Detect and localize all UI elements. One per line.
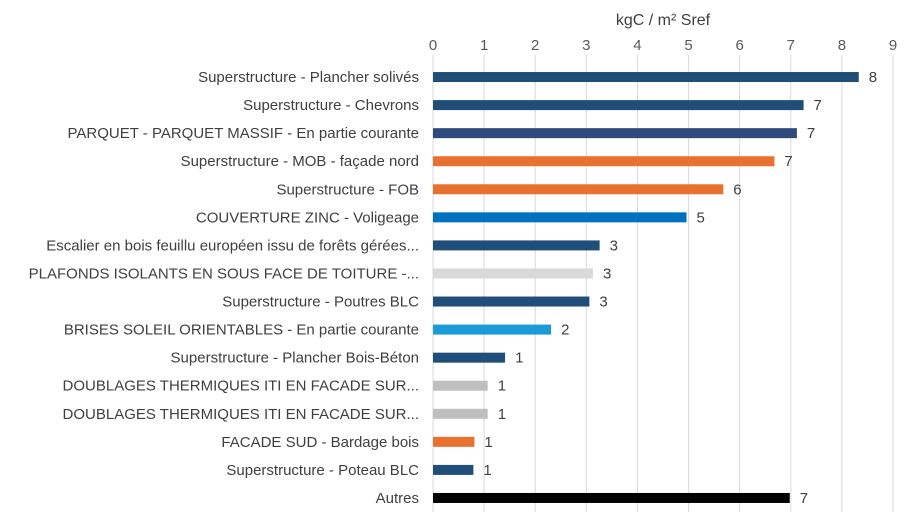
data-label: 1 <box>484 434 492 451</box>
bar <box>433 100 804 111</box>
bar <box>433 380 488 391</box>
bar <box>433 128 797 139</box>
category-label: Superstructure - Plancher Bois-Béton <box>171 350 419 367</box>
data-label: 1 <box>483 462 491 479</box>
bar <box>433 436 475 447</box>
bar <box>433 296 590 307</box>
category-label: COUVERTURE ZINC - Voligeage <box>196 209 419 226</box>
data-label: 3 <box>610 237 618 254</box>
category-label: Superstructure - Poutres BLC <box>222 294 419 311</box>
bar <box>433 184 724 195</box>
category-label: PARQUET - PARQUET MASSIF - En partie cou… <box>68 125 420 142</box>
x-axis-ticks: 0 1 2 3 4 5 6 7 8 9 <box>429 37 897 54</box>
bar <box>433 240 600 251</box>
x-tick-label: 6 <box>735 37 743 54</box>
category-label: Superstructure - Plancher solivés <box>198 69 419 86</box>
x-tick-label: 7 <box>787 37 795 54</box>
category-label: Superstructure - Chevrons <box>243 97 419 114</box>
data-label: 7 <box>800 490 808 507</box>
bar <box>433 212 687 223</box>
category-labels: Superstructure - Plancher solivés Superst… <box>29 69 420 507</box>
category-label: FACADE SUD - Bardage bois <box>221 434 419 451</box>
x-axis-title: kgC / m² Sref <box>616 12 711 29</box>
data-label: 6 <box>733 181 741 198</box>
bar <box>433 268 593 279</box>
data-label: 3 <box>603 265 611 282</box>
bar <box>433 408 488 419</box>
data-label: 3 <box>599 294 607 311</box>
bar <box>433 464 474 475</box>
x-tick-label: 9 <box>889 37 897 54</box>
category-label: Superstructure - FOB <box>276 181 419 198</box>
x-tick-label: 4 <box>633 37 641 54</box>
category-label: BRISES SOLEIL ORIENTABLES - En partie co… <box>64 322 419 339</box>
category-label: DOUBLAGES THERMIQUES ITI EN FACADE SUR..… <box>63 406 419 423</box>
x-tick-label: 2 <box>531 37 539 54</box>
bars <box>433 72 859 503</box>
bar <box>433 324 552 335</box>
data-label: 5 <box>697 209 705 226</box>
x-tick-label: 5 <box>684 37 692 54</box>
data-label: 8 <box>869 69 877 86</box>
data-label: 1 <box>498 378 506 395</box>
category-label: DOUBLAGES THERMIQUES ITI EN FACADE SUR..… <box>63 378 419 395</box>
category-label: Autres <box>376 490 419 507</box>
category-label: PLAFONDS ISOLANTS EN SOUS FACE DE TOITUR… <box>29 265 419 282</box>
x-tick-label: 0 <box>429 37 437 54</box>
bar <box>433 72 859 83</box>
category-label: Superstructure - Poteau BLC <box>226 462 419 479</box>
bar <box>433 492 790 503</box>
data-label: 1 <box>498 406 506 423</box>
x-tick-label: 1 <box>480 37 488 54</box>
data-label: 1 <box>515 350 523 367</box>
bar <box>433 352 506 363</box>
bar <box>433 156 775 167</box>
data-label: 7 <box>814 97 822 114</box>
category-label: Escalier en bois feuillu européen issu d… <box>46 237 419 254</box>
data-label: 7 <box>784 153 792 170</box>
data-label: 7 <box>807 125 815 142</box>
x-tick-label: 8 <box>838 37 846 54</box>
x-tick-label: 3 <box>582 37 590 54</box>
category-label: Superstructure - MOB - façade nord <box>181 153 419 170</box>
data-label: 2 <box>561 322 569 339</box>
gridlines <box>432 55 894 512</box>
